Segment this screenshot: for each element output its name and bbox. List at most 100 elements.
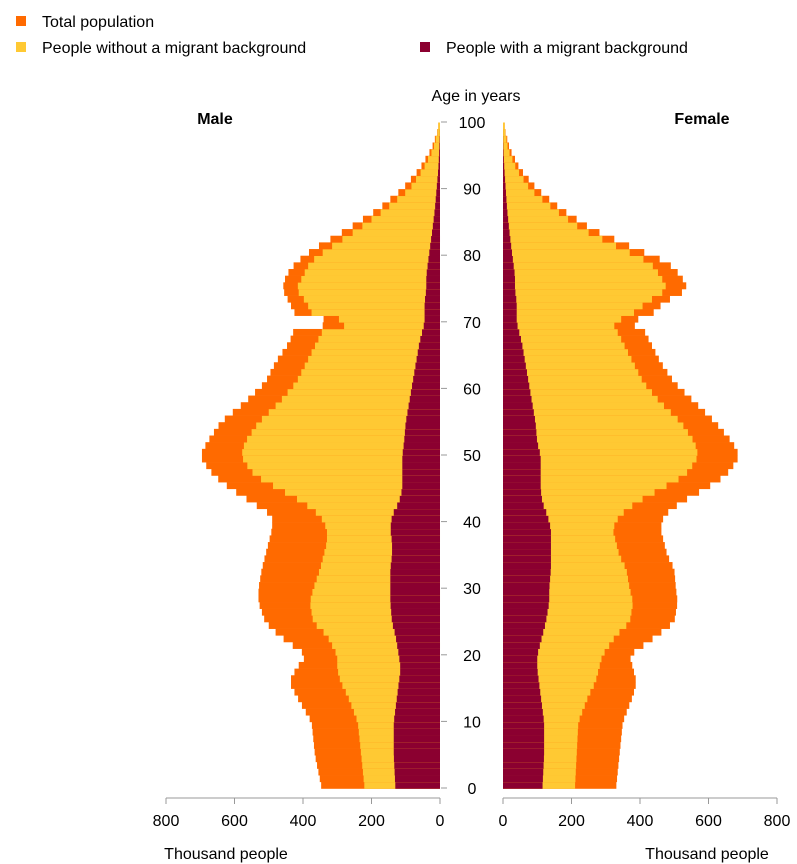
age-tick-label-40: 40 xyxy=(463,515,481,532)
bar-male-with-age-23 xyxy=(394,628,440,636)
age-tick-label-30: 30 xyxy=(463,581,481,598)
bar-female-with-age-81 xyxy=(503,242,512,250)
age-tick-label-90: 90 xyxy=(463,182,481,199)
legend-item-with[interactable]: People with a migrant background xyxy=(420,40,688,58)
bar-female-with-age-35 xyxy=(503,548,551,556)
bar-male-without-age-40 xyxy=(321,515,440,523)
bar-male-with-age-4 xyxy=(393,755,440,763)
bar-male-without-age-45 xyxy=(273,482,440,490)
bar-female-with-age-43 xyxy=(503,495,542,503)
bar-male-with-age-34 xyxy=(391,555,440,563)
bar-female-with-age-74 xyxy=(503,289,516,296)
bar-male-with-age-17 xyxy=(400,668,440,676)
bar-female-with-age-72 xyxy=(503,302,517,310)
bar-male-with-age-66 xyxy=(418,342,440,350)
bar-male-without-age-72 xyxy=(308,302,440,310)
bar-male-with-age-55 xyxy=(406,415,440,423)
bar-female-with-age-89 xyxy=(503,189,506,197)
bar-female-with-age-80 xyxy=(503,249,512,256)
bar-male-with-age-65 xyxy=(417,348,440,356)
bar-male-without-age-41 xyxy=(315,508,440,516)
bar-female-without-age-59 xyxy=(503,388,652,396)
bar-male-without-age-67 xyxy=(318,335,440,343)
legend-swatch-total xyxy=(16,16,26,26)
age-tick-label-10: 10 xyxy=(463,714,481,731)
bar-female-with-age-20 xyxy=(503,648,539,656)
bar-male-with-age-86 xyxy=(434,209,440,217)
bar-female-without-age-44 xyxy=(503,488,655,496)
bar-female-without-age-94 xyxy=(503,155,513,163)
bar-male-with-age-16 xyxy=(399,675,440,683)
bar-female-with-age-3 xyxy=(503,761,544,769)
bar-male-with-age-87 xyxy=(435,202,440,210)
bar-female-with-age-0 xyxy=(503,781,543,789)
bar-female-without-age-54 xyxy=(503,422,684,430)
legend-swatch-with xyxy=(420,42,430,52)
bar-female-without-age-99 xyxy=(503,122,505,130)
bar-male-with-age-69 xyxy=(423,322,440,330)
bar-male-without-age-30 xyxy=(314,582,440,589)
legend-item-total[interactable]: Total population xyxy=(16,14,154,32)
bar-male-with-age-9 xyxy=(393,721,440,729)
bar-female-with-age-31 xyxy=(503,575,551,583)
bar-male-without-age-39 xyxy=(325,522,440,530)
bar-male-without-age-91 xyxy=(416,175,440,183)
bar-female-with-age-48 xyxy=(503,462,541,470)
bar-male-without-age-88 xyxy=(397,195,440,203)
bar-male-without-age-93 xyxy=(424,162,440,170)
bar-male-with-age-80 xyxy=(429,249,440,256)
bar-female-with-age-50 xyxy=(503,448,540,456)
bar-female-with-age-5 xyxy=(503,748,545,756)
bar-female-with-age-1 xyxy=(503,775,543,783)
bar-female-with-age-15 xyxy=(503,681,540,689)
bar-female-without-age-23 xyxy=(503,628,620,636)
bar-male-with-age-85 xyxy=(433,215,440,223)
bar-male-without-age-43 xyxy=(297,495,440,503)
bar-female-without-age-19 xyxy=(503,655,602,663)
bar-female-with-age-77 xyxy=(503,269,515,276)
bar-male-with-age-95 xyxy=(439,149,440,157)
bar-male-without-age-32 xyxy=(318,568,440,576)
bar-female-without-age-42 xyxy=(503,502,633,510)
bar-female-without-age-82 xyxy=(503,235,603,243)
bar-male-with-age-54 xyxy=(405,422,440,430)
bar-male-with-age-53 xyxy=(404,428,440,436)
bar-female-without-age-47 xyxy=(503,468,688,476)
bar-female-without-age-18 xyxy=(503,661,600,669)
bar-male-without-age-94 xyxy=(428,155,440,163)
bar-male-with-age-44 xyxy=(401,488,440,496)
bar-female-with-age-13 xyxy=(503,695,542,703)
bar-female-with-age-40 xyxy=(503,515,549,523)
bar-male-with-age-1 xyxy=(394,775,440,783)
bar-male-with-age-18 xyxy=(400,661,440,669)
legend-item-without[interactable]: People without a migrant background xyxy=(16,40,306,58)
bar-male-with-age-28 xyxy=(390,595,440,603)
bar-female-without-age-51 xyxy=(503,442,696,450)
legend-label-total: Total population xyxy=(42,14,155,31)
bar-male-without-age-90 xyxy=(411,182,440,190)
bar-female-with-age-19 xyxy=(503,655,538,663)
bar-male-without-age-95 xyxy=(431,149,440,157)
bar-male-without-age-15 xyxy=(342,681,440,689)
bar-male-with-age-2 xyxy=(394,768,440,776)
bar-female-without-age-87 xyxy=(503,202,551,210)
bar-male-without-age-19 xyxy=(337,655,440,663)
bar-female-without-age-63 xyxy=(503,362,635,370)
bar-male-without-age-81 xyxy=(332,242,440,250)
bar-male-without-age-80 xyxy=(322,249,440,256)
bar-female-with-age-26 xyxy=(503,608,548,616)
bar-male-without-age-60 xyxy=(293,382,440,390)
bar-male-without-age-66 xyxy=(314,342,440,350)
bar-female-without-age-49 xyxy=(503,455,697,463)
bar-female-without-age-79 xyxy=(503,255,644,263)
age-tick-label-50: 50 xyxy=(463,448,481,465)
bar-female-with-age-91 xyxy=(503,175,506,183)
bar-female-without-age-17 xyxy=(503,668,599,676)
bar-male-without-age-21 xyxy=(332,641,440,649)
bar-female-with-age-28 xyxy=(503,595,550,603)
bar-male-without-age-36 xyxy=(326,542,440,550)
bar-female-without-age-24 xyxy=(503,622,627,629)
bar-male-with-age-40 xyxy=(391,515,440,523)
bar-female-with-age-67 xyxy=(503,335,521,343)
bar-female-with-age-11 xyxy=(503,708,543,716)
